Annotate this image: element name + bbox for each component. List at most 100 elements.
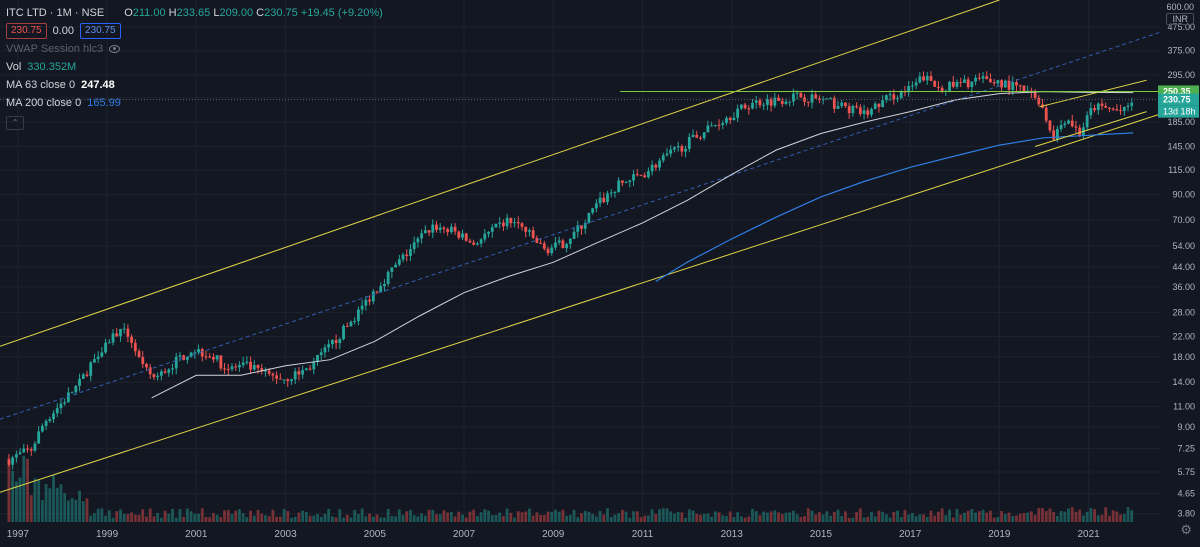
candle-body xyxy=(847,106,851,114)
volume-bar xyxy=(219,517,223,522)
candle-body xyxy=(1096,103,1100,111)
candle-body xyxy=(743,104,747,109)
candle-body xyxy=(89,362,93,376)
candle-body xyxy=(133,342,137,352)
candle-body xyxy=(111,333,115,343)
volume-bars xyxy=(7,455,1134,522)
candle-body xyxy=(271,373,275,376)
volume-bar xyxy=(267,516,271,522)
candle-body xyxy=(371,291,375,302)
volume-bar xyxy=(855,511,859,522)
candle-body xyxy=(1111,108,1115,110)
candle-body xyxy=(338,339,342,344)
candle-body xyxy=(844,102,847,107)
volume-bar xyxy=(1104,507,1108,522)
candle-body xyxy=(948,81,951,91)
candle-body xyxy=(550,247,554,254)
volume-bar xyxy=(286,511,290,522)
candle-body xyxy=(877,103,881,107)
candle-body xyxy=(583,222,587,229)
candle-body xyxy=(386,271,390,285)
candle-body xyxy=(304,368,308,371)
volume-bar xyxy=(643,515,647,522)
volume-bar xyxy=(252,515,256,522)
volume-bar xyxy=(431,509,435,522)
candle-body xyxy=(171,368,174,370)
volume-bar xyxy=(260,513,264,522)
ma200-row[interactable]: MA 200 close 0 165.99 xyxy=(6,94,383,112)
volume-bar xyxy=(241,513,245,522)
volume-bar xyxy=(732,516,736,522)
channel-mid-dashed-line xyxy=(0,31,1161,420)
volume-bar xyxy=(67,500,70,522)
volume-bar xyxy=(1111,510,1115,522)
wedge-lower-line xyxy=(1034,111,1147,147)
currency-selector[interactable]: 600.00 INR xyxy=(1166,2,1194,25)
buy-price-button[interactable]: 230.75 xyxy=(80,23,121,39)
y-tick-label-0: 475.00 xyxy=(1167,22,1195,32)
volume-bar xyxy=(914,516,918,522)
volume-bar xyxy=(881,511,885,522)
volume-bar xyxy=(974,512,977,522)
volume-bar xyxy=(654,513,658,522)
candle-body xyxy=(119,329,122,337)
volume-bar xyxy=(844,511,847,522)
candle-body xyxy=(40,425,44,432)
candle-body xyxy=(435,224,438,230)
candle-body xyxy=(814,94,818,99)
ma63-row[interactable]: MA 63 close 0 247.48 xyxy=(6,76,383,94)
volume-bar xyxy=(542,515,546,522)
candle-body xyxy=(1018,85,1022,87)
volume-bar xyxy=(966,510,970,522)
hidden-eye-icon[interactable] xyxy=(109,45,121,53)
candle-body xyxy=(442,227,446,230)
volume-bar xyxy=(899,517,903,522)
candle-body xyxy=(156,375,160,378)
settings-gear-icon[interactable]: ⚙ xyxy=(1180,522,1192,537)
collapse-legend-button[interactable]: ⌃ xyxy=(6,116,24,130)
candle-body xyxy=(981,76,985,79)
candle-body xyxy=(490,227,494,232)
candle-body xyxy=(14,454,18,458)
candle-body xyxy=(687,137,691,149)
candle-body xyxy=(204,356,208,358)
volume-row[interactable]: Vol 330.352M xyxy=(6,58,383,76)
candle-body xyxy=(1059,125,1063,129)
candle-body xyxy=(572,231,576,239)
candle-body xyxy=(762,104,766,106)
volume-bar xyxy=(1022,512,1026,522)
candle-body xyxy=(397,259,401,265)
volume-bar xyxy=(866,516,870,522)
candle-body xyxy=(342,325,345,340)
volume-bar xyxy=(189,511,193,522)
volume-bar xyxy=(758,515,762,522)
volume-bar xyxy=(364,516,368,522)
volume-bar xyxy=(1063,511,1067,522)
vwap-label: VWAP Session hlc3 xyxy=(6,43,104,55)
volume-bar xyxy=(345,514,349,522)
symbol-title[interactable]: ITC LTD · 1M · NSE xyxy=(6,7,105,19)
volume-bar xyxy=(197,513,200,522)
volume-bar xyxy=(1085,511,1089,522)
candle-body xyxy=(881,100,885,107)
candle-body xyxy=(873,103,877,109)
volume-bar xyxy=(18,477,22,522)
vwap-row[interactable]: VWAP Session hlc3 xyxy=(6,40,383,58)
currency-unit: INR xyxy=(1166,13,1194,25)
volume-bar xyxy=(271,509,275,522)
volume-bar xyxy=(736,512,740,522)
y-tick-label-9: 54.00 xyxy=(1172,241,1195,251)
candle-body xyxy=(1048,120,1052,131)
candle-body xyxy=(74,385,78,393)
volume-bar xyxy=(111,517,115,522)
candle-body xyxy=(598,197,602,204)
volume-bar xyxy=(598,510,602,522)
volume-bar xyxy=(658,509,661,522)
sell-price-button[interactable]: 230.75 xyxy=(6,23,47,39)
ohlc-values: O211.00 H233.65 L209.00 C230.75 +19.45 (… xyxy=(124,6,383,20)
candle-body xyxy=(1052,130,1056,140)
volume-bar xyxy=(301,510,305,522)
volume-bar xyxy=(1015,515,1018,522)
